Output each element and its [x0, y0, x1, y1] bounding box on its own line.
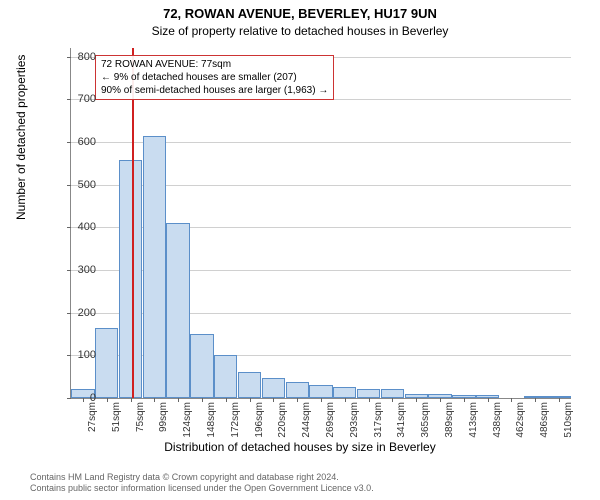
- ytick-label: 800: [56, 51, 96, 63]
- xtick-label: 172sqm: [230, 402, 241, 438]
- xtick-label: 124sqm: [182, 402, 193, 438]
- xtick-label: 510sqm: [563, 402, 574, 438]
- annotation-line3: 90% of semi-detached houses are larger (…: [101, 84, 328, 97]
- xtick-label: 196sqm: [254, 402, 265, 438]
- histogram-bar: [95, 328, 118, 398]
- xtick-label: 413sqm: [468, 402, 479, 438]
- xtick-mark: [392, 398, 393, 402]
- y-axis-label: Number of detached properties: [14, 55, 28, 220]
- chart-container: 72, ROWAN AVENUE, BEVERLEY, HU17 9UN Siz…: [0, 0, 600, 500]
- histogram-bar: [238, 372, 261, 398]
- histogram-bar: [381, 389, 404, 398]
- histogram-bar: [143, 136, 166, 399]
- annotation-line2: ← 9% of detached houses are smaller (207…: [101, 71, 328, 84]
- xtick-label: 389sqm: [444, 402, 455, 438]
- xtick-label: 269sqm: [325, 402, 336, 438]
- ytick-label: 400: [56, 221, 96, 233]
- xtick-label: 365sqm: [420, 402, 431, 438]
- xtick-label: 51sqm: [111, 402, 122, 432]
- ytick-label: 100: [56, 349, 96, 361]
- xtick-mark: [464, 398, 465, 402]
- x-axis-label: Distribution of detached houses by size …: [0, 440, 600, 454]
- xtick-mark: [226, 398, 227, 402]
- histogram-bar: [262, 378, 285, 398]
- ytick-label: 0: [56, 392, 96, 404]
- xtick-label: 220sqm: [277, 402, 288, 438]
- xtick-label: 438sqm: [492, 402, 503, 438]
- histogram-bar: [166, 223, 189, 398]
- ytick-label: 200: [56, 307, 96, 319]
- xtick-mark: [178, 398, 179, 402]
- xtick-mark: [488, 398, 489, 402]
- xtick-label: 148sqm: [206, 402, 217, 438]
- ytick-label: 500: [56, 179, 96, 191]
- xtick-mark: [559, 398, 560, 402]
- ytick-label: 300: [56, 264, 96, 276]
- reference-annotation: 72 ROWAN AVENUE: 77sqm ← 9% of detached …: [95, 55, 334, 100]
- xtick-mark: [202, 398, 203, 402]
- chart-title-line1: 72, ROWAN AVENUE, BEVERLEY, HU17 9UN: [0, 6, 600, 21]
- histogram-bar: [119, 160, 142, 398]
- histogram-bar: [333, 387, 356, 398]
- chart-title-line2: Size of property relative to detached ho…: [0, 24, 600, 38]
- histogram-bar: [309, 385, 332, 398]
- ytick-label: 700: [56, 93, 96, 105]
- xtick-label: 244sqm: [301, 402, 312, 438]
- annotation-line1: 72 ROWAN AVENUE: 77sqm: [101, 58, 328, 71]
- xtick-label: 293sqm: [349, 402, 360, 438]
- xtick-mark: [416, 398, 417, 402]
- xtick-mark: [321, 398, 322, 402]
- xtick-label: 341sqm: [396, 402, 407, 438]
- ytick-label: 600: [56, 136, 96, 148]
- xtick-label: 486sqm: [539, 402, 550, 438]
- xtick-mark: [131, 398, 132, 402]
- histogram-bar: [286, 382, 309, 398]
- xtick-label: 27sqm: [87, 402, 98, 432]
- histogram-bar: [357, 389, 380, 398]
- xtick-mark: [250, 398, 251, 402]
- footer-line2: Contains public sector information licen…: [30, 483, 374, 494]
- xtick-label: 75sqm: [135, 402, 146, 432]
- xtick-mark: [297, 398, 298, 402]
- footer-attribution: Contains HM Land Registry data © Crown c…: [30, 472, 374, 495]
- xtick-mark: [345, 398, 346, 402]
- xtick-label: 99sqm: [158, 402, 169, 432]
- xtick-mark: [107, 398, 108, 402]
- histogram-bar: [214, 355, 237, 398]
- xtick-label: 462sqm: [515, 402, 526, 438]
- xtick-mark: [273, 398, 274, 402]
- xtick-mark: [440, 398, 441, 402]
- plot-area: 27sqm51sqm75sqm99sqm124sqm148sqm172sqm19…: [70, 48, 571, 399]
- xtick-mark: [369, 398, 370, 402]
- xtick-mark: [511, 398, 512, 402]
- xtick-label: 317sqm: [373, 402, 384, 438]
- xtick-mark: [535, 398, 536, 402]
- footer-line1: Contains HM Land Registry data © Crown c…: [30, 472, 374, 483]
- xtick-mark: [154, 398, 155, 402]
- histogram-bar: [190, 334, 213, 398]
- reference-line: [132, 48, 134, 398]
